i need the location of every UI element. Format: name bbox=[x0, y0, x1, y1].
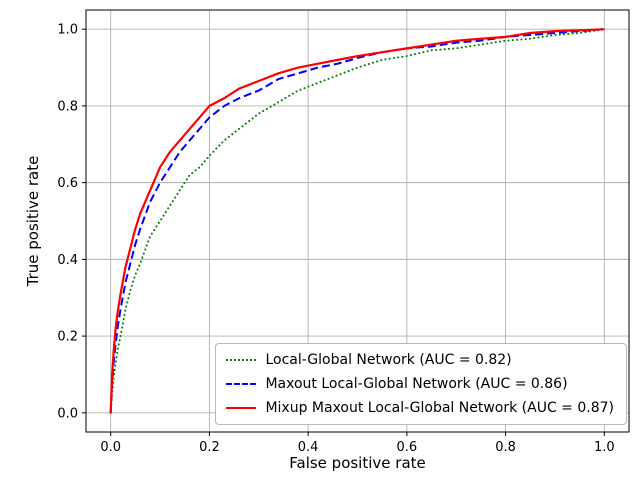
y-tick-label: 0.6 bbox=[57, 176, 78, 191]
y-tick-label: 0.2 bbox=[57, 330, 78, 345]
legend-item: Maxout Local-Global Network (AUC = 0.86) bbox=[226, 376, 614, 392]
legend-label: Local-Global Network (AUC = 0.82) bbox=[265, 352, 512, 368]
legend-line-sample-dotted bbox=[226, 359, 257, 361]
legend-label: Maxout Local-Global Network (AUC = 0.86) bbox=[265, 376, 568, 392]
roc-curve-mixup-maxout-local-global-network bbox=[109, 28, 605, 413]
plot-border bbox=[85, 9, 630, 433]
y-tick-label: 0.4 bbox=[57, 253, 78, 268]
legend-line-sample-solid bbox=[226, 407, 257, 409]
x-axis-label: False positive rate bbox=[289, 454, 426, 472]
legend-item: Local-Global Network (AUC = 0.82) bbox=[226, 352, 614, 368]
legend-label: Mixup Maxout Local-Global Network (AUC =… bbox=[265, 400, 614, 416]
x-tick-label: 0.6 bbox=[397, 440, 418, 455]
y-tick-label: 0.0 bbox=[57, 406, 78, 421]
roc-curve-local-global-network bbox=[109, 28, 606, 414]
roc-curve-maxout-local-global-network bbox=[109, 28, 605, 413]
legend-item: Mixup Maxout Local-Global Network (AUC =… bbox=[226, 400, 614, 416]
x-tick-label: 0.4 bbox=[298, 440, 319, 455]
y-tick-label: 0.8 bbox=[57, 99, 78, 114]
y-tick-label: 1.0 bbox=[57, 23, 78, 38]
legend: Local-Global Network (AUC = 0.82) Maxout … bbox=[215, 343, 627, 425]
x-tick-label: 0.2 bbox=[199, 440, 220, 455]
x-tick-label: 0.8 bbox=[495, 440, 516, 455]
legend-line-sample-dashed bbox=[226, 383, 257, 385]
y-axis-label: True positive rate bbox=[24, 155, 42, 287]
x-tick-label: 0.0 bbox=[100, 440, 121, 455]
x-tick-label: 1.0 bbox=[594, 440, 615, 455]
